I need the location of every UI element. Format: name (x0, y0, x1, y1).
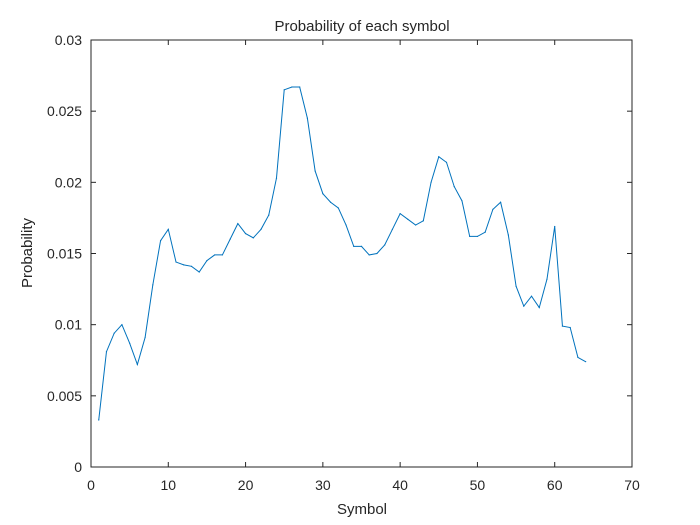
data-point (353, 245, 355, 247)
series-line (98, 86, 586, 421)
data-point (159, 240, 162, 242)
y-tick-label: 0.03 (55, 32, 82, 48)
data-point (422, 220, 424, 222)
data-point (500, 201, 502, 203)
data-point (360, 245, 363, 247)
data-point (523, 305, 525, 307)
data-point (252, 237, 254, 239)
data-point (306, 117, 308, 119)
x-tick-label: 60 (547, 477, 563, 493)
data-point (407, 218, 409, 220)
data-point (229, 238, 231, 240)
data-point (136, 363, 138, 366)
data-point (585, 361, 587, 363)
data-point (530, 295, 533, 297)
data-point (167, 228, 169, 230)
data-point (376, 252, 378, 255)
y-axis-label: Probability (19, 217, 36, 288)
data-point (144, 336, 146, 339)
data-point (453, 186, 455, 188)
data-point (152, 284, 154, 286)
data-point (507, 234, 509, 236)
x-tick-label: 20 (238, 477, 254, 493)
x-tick-label: 40 (392, 477, 408, 493)
data-point (445, 161, 448, 164)
data-point (469, 235, 471, 238)
data-point (337, 207, 339, 209)
y-tick-label: 0.015 (47, 246, 82, 262)
data-point (322, 193, 324, 195)
y-tick-label: 0.01 (55, 317, 82, 333)
data-point (98, 419, 100, 421)
x-tick-label: 50 (470, 477, 486, 493)
data-point (391, 228, 394, 230)
data-point (345, 224, 347, 226)
data-point (113, 332, 115, 334)
data-point (484, 231, 486, 233)
y-tick-label: 0 (74, 459, 82, 475)
plot-area (90, 39, 633, 468)
data-point (384, 244, 386, 246)
data-point (121, 324, 123, 326)
data-point (438, 156, 440, 158)
data-point (244, 232, 247, 235)
x-tick-label: 0 (87, 477, 95, 493)
data-point (206, 260, 208, 262)
data-point (283, 89, 285, 91)
x-tick-label: 30 (315, 477, 331, 493)
data-point (214, 254, 216, 256)
chart-title: Probability of each symbol (274, 18, 449, 35)
data-point (415, 224, 417, 226)
data-point (268, 214, 270, 216)
data-point (299, 86, 301, 88)
data-point (538, 306, 540, 309)
data-point (105, 351, 108, 353)
data-point (260, 228, 262, 230)
data-point (546, 278, 548, 280)
y-tick-label: 0.005 (47, 388, 82, 404)
y-axis: 0 0.005 0.01 0.015 0.02 0.025 0.03 (47, 32, 632, 475)
data-point (237, 223, 239, 225)
data-point (430, 181, 432, 183)
data-point (275, 177, 278, 179)
data-points (98, 86, 587, 421)
data-point (221, 254, 223, 256)
data-point (368, 254, 370, 256)
data-point (492, 208, 494, 210)
data-point (476, 235, 479, 238)
x-axis: 0 10 20 30 40 50 60 70 (87, 40, 640, 493)
data-point (561, 325, 564, 327)
data-point (190, 265, 193, 267)
data-point (399, 213, 401, 215)
data-point (183, 264, 185, 266)
data-point (554, 225, 556, 228)
data-point (314, 170, 316, 172)
data-point (577, 356, 579, 359)
data-point (291, 86, 293, 88)
data-point (198, 271, 200, 273)
data-point (461, 200, 463, 202)
y-tick-label: 0.025 (47, 103, 82, 119)
data-point (569, 326, 571, 329)
y-tick-label: 0.02 (55, 174, 82, 190)
data-point (175, 261, 177, 263)
data-point (129, 342, 131, 344)
data-point (515, 285, 517, 287)
data-point (329, 201, 332, 203)
x-axis-label: Symbol (337, 501, 387, 518)
x-tick-label: 10 (160, 477, 176, 493)
x-tick-label: 70 (624, 477, 640, 493)
